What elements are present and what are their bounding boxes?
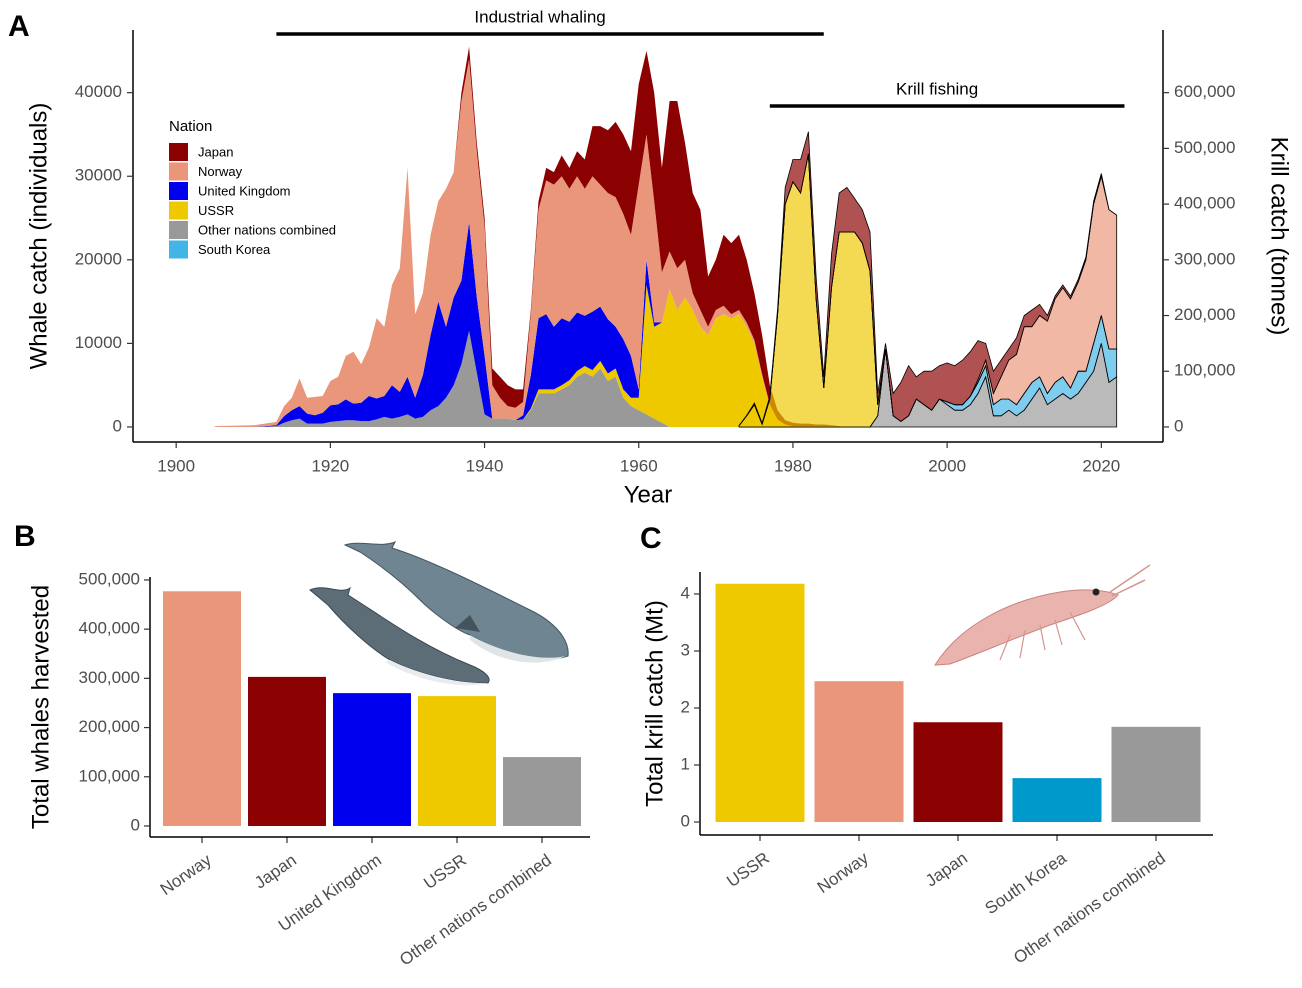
y-tick-label: 4	[681, 583, 690, 602]
y-tick-label: 40000	[75, 82, 122, 101]
legend-label: United Kingdom	[198, 183, 291, 198]
bar	[248, 677, 326, 826]
legend-swatch	[169, 143, 188, 161]
x-tick-label: Japan	[922, 848, 971, 890]
y-axis-title: Total whales harvested	[27, 585, 54, 829]
y-tick-label: 2	[681, 697, 690, 716]
y-axis-title: Whale catch (individuals)	[25, 103, 52, 370]
y-tick-label: 400,000	[79, 619, 140, 638]
x-axis-title: Year	[624, 481, 673, 508]
legend-label: USSR	[198, 203, 234, 218]
panel-label: A	[8, 10, 30, 43]
y2-tick-label: 200,000	[1174, 305, 1235, 324]
x-tick-label: Norway	[157, 850, 216, 899]
x-tick-label: 2000	[928, 456, 966, 475]
y2-tick-label: 300,000	[1174, 249, 1235, 268]
bar	[914, 722, 1003, 822]
bar	[1013, 778, 1102, 822]
period-label: Krill fishing	[896, 79, 978, 98]
x-tick-label: USSR	[723, 848, 773, 891]
y-tick-label: 0	[681, 811, 690, 830]
period-label: Industrial whaling	[474, 7, 605, 26]
legend-swatch	[169, 182, 188, 200]
legend-title: Nation	[169, 118, 212, 135]
x-tick-label: 2020	[1082, 456, 1120, 475]
x-tick-label: USSR	[420, 850, 470, 893]
y-tick-label: 30000	[75, 166, 122, 185]
krill-illustration	[935, 565, 1150, 665]
panel-label: B	[14, 520, 36, 553]
y-tick-label: 100,000	[79, 766, 140, 785]
x-tick-label: Other nations combined	[396, 850, 555, 969]
y-tick-label: 0	[131, 815, 140, 834]
legend-label: Norway	[198, 164, 243, 179]
bar	[503, 757, 581, 826]
y-tick-label: 500,000	[79, 569, 140, 588]
y-tick-label: 1	[681, 754, 690, 773]
x-tick-label: 1980	[774, 456, 812, 475]
x-tick-label: 1900	[157, 456, 195, 475]
y-tick-label: 10000	[75, 333, 122, 352]
bar	[333, 693, 411, 826]
whale-illustration	[310, 542, 568, 685]
x-tick-label: Norway	[814, 848, 873, 897]
y2-tick-label: 500,000	[1174, 138, 1235, 157]
x-tick-label: Japan	[251, 850, 300, 892]
y2-axis-title: Krill catch (tonnes)	[1266, 137, 1293, 336]
legend-label: South Korea	[198, 242, 271, 257]
y-tick-label: 0	[113, 416, 122, 435]
x-tick-label: South Korea	[982, 848, 1071, 918]
legend-swatch	[169, 202, 188, 220]
page: 0100002000030000400000100,000200,000300,…	[0, 0, 1302, 988]
bar	[418, 696, 496, 826]
x-tick-label: 1920	[311, 456, 349, 475]
y-tick-label: 3	[681, 640, 690, 659]
bar	[1112, 727, 1201, 822]
y-tick-label: 300,000	[79, 668, 140, 687]
legend-swatch	[169, 221, 188, 239]
legend-label: Japan	[198, 144, 233, 159]
y2-tick-label: 600,000	[1174, 82, 1235, 101]
y-tick-label: 200,000	[79, 717, 140, 736]
bar	[716, 584, 805, 822]
x-tick-label: 1940	[466, 456, 504, 475]
figure: 0100002000030000400000100,000200,000300,…	[0, 0, 1302, 988]
bar	[815, 681, 904, 822]
legend-label: Other nations combined	[198, 222, 336, 237]
y-tick-label: 20000	[75, 249, 122, 268]
y-axis-title: Total krill catch (Mt)	[641, 600, 668, 807]
y2-tick-label: 0	[1174, 416, 1183, 435]
legend-swatch	[169, 163, 188, 181]
bar	[163, 591, 241, 826]
legend-swatch	[169, 241, 188, 259]
x-tick-label: 1960	[620, 456, 658, 475]
y2-tick-label: 100,000	[1174, 361, 1235, 380]
y2-tick-label: 400,000	[1174, 194, 1235, 213]
panel-label: C	[640, 522, 662, 555]
